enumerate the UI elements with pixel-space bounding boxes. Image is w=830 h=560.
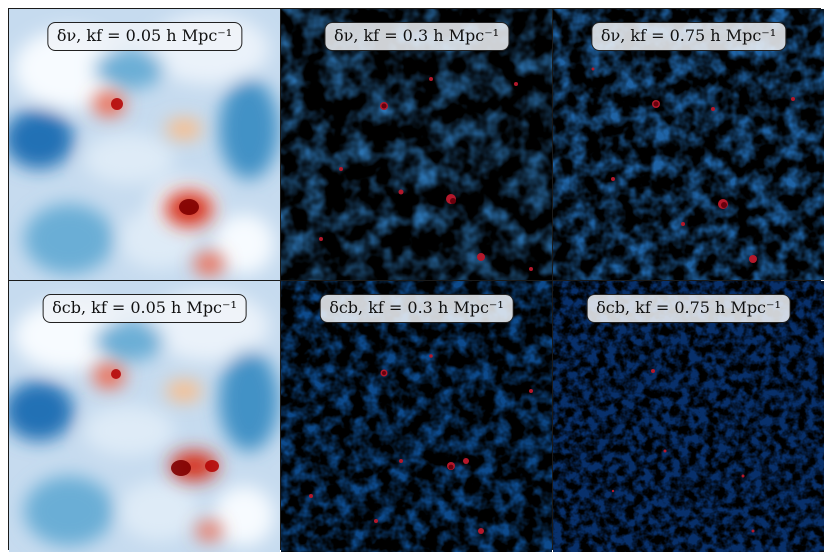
panel-cb-kf-0.05: δcb, kf = 0.05 h Mpc⁻¹ [9, 281, 280, 552]
density-map [281, 9, 552, 280]
panel-label: δcb, kf = 0.3 h Mpc⁻¹ [319, 294, 514, 323]
panel-label: δν, kf = 0.05 h Mpc⁻¹ [46, 22, 243, 51]
panel-grid: δν, kf = 0.05 h Mpc⁻¹ [8, 8, 824, 552]
panel-neutrino-kf-0.05: δν, kf = 0.05 h Mpc⁻¹ [9, 9, 280, 280]
density-map [9, 281, 280, 552]
panel-label: δν, kf = 0.75 h Mpc⁻¹ [590, 22, 787, 51]
panel-neutrino-kf-0.3: δν, kf = 0.3 h Mpc⁻¹ [281, 9, 552, 280]
panel-neutrino-kf-0.75: δν, kf = 0.75 h Mpc⁻¹ [553, 9, 824, 280]
panel-label: δcb, kf = 0.05 h Mpc⁻¹ [42, 294, 247, 323]
panel-cb-kf-0.75: δcb, kf = 0.75 h Mpc⁻¹ [553, 281, 824, 552]
panel-cb-kf-0.3: δcb, kf = 0.3 h Mpc⁻¹ [281, 281, 552, 552]
density-map [553, 9, 824, 280]
panel-label: δν, kf = 0.3 h Mpc⁻¹ [323, 22, 510, 51]
density-map [281, 281, 552, 552]
density-map [553, 281, 824, 552]
panel-label: δcb, kf = 0.75 h Mpc⁻¹ [586, 294, 791, 323]
